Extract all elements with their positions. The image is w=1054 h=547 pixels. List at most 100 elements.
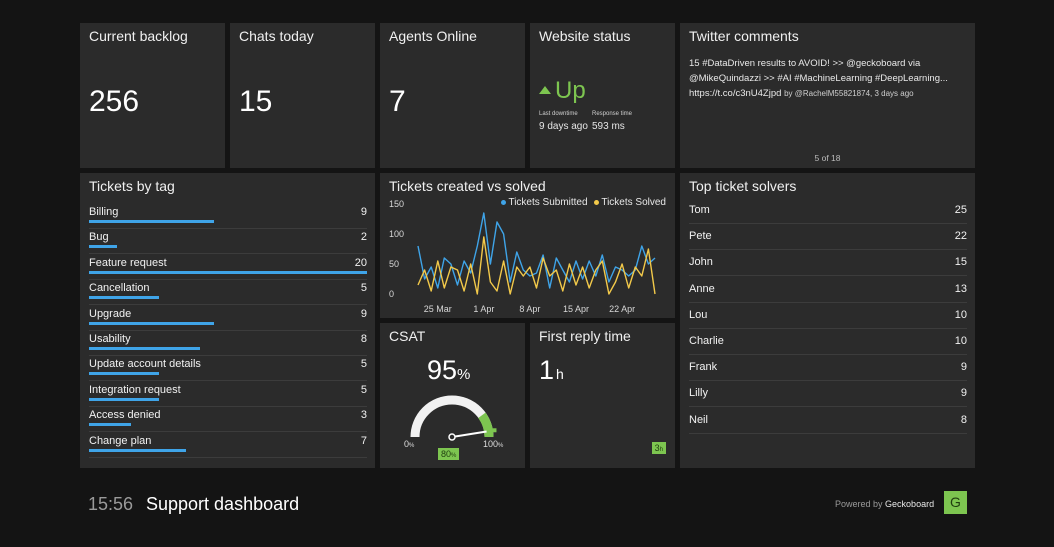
y-tick-label: 150 [389,199,404,209]
csat-widget: CSAT 95% 0% 100% 80% [380,323,525,468]
tag-count: 2 [360,231,367,244]
y-tick-label: 100 [389,229,404,239]
solver-count: 8 [960,413,967,426]
tag-row: Cancellation 5 [89,280,367,306]
legend-dot-submitted [501,199,507,205]
solver-name: Lilly [689,387,708,400]
tag-bar [89,321,215,325]
top-solvers-widget: Top ticket solvers Tom 25 Pete 22 John 15 Anne… [680,173,975,468]
tag-count: 5 [360,282,367,295]
target-badge: 80% [438,448,460,460]
gauge-min: 0 [404,439,410,449]
tag-row: Feature request 20 [89,255,367,280]
chart-title: Tickets created vs solved [389,178,546,194]
solver-name: Charlie [689,335,724,347]
widget-title: Chats today [239,28,314,44]
tag-label: Upgrade [89,307,132,320]
solver-count: 9 [960,387,967,400]
solver-count: 15 [954,256,967,269]
solver-row: Tom 25 [689,198,967,224]
y-tick-label: 50 [389,259,399,269]
solver-name: Frank [689,361,718,374]
solver-row: Neil 8 [689,408,967,434]
solver-count: 13 [954,282,967,295]
x-tick-label: 15 Apr [563,304,589,314]
csat-number: 95 [427,355,458,385]
solver-row: Lilly 9 [689,381,967,408]
series-line-submitted [417,212,656,289]
powered-brand: Geckoboard [885,499,935,509]
tag-bar [89,220,215,223]
geckoboard-logo[interactable]: G [944,491,967,514]
website-status-widget: Website status Up Last downtime Response… [530,23,675,168]
solver-count: 9 [960,361,967,374]
dashboard-title: Support dashboard [146,494,300,514]
gauge-max-unit: % [498,443,504,449]
tag-label: Update account details [89,358,201,371]
csat-unit: % [457,366,471,383]
solver-name: John [689,256,713,269]
chart-legend: Tickets Submitted Tickets Solved [501,197,666,208]
x-tick-label: 25 Mar [424,304,452,314]
tag-bar [89,423,131,427]
y-tick-label: 0 [389,289,394,299]
tag-count: 8 [360,333,367,345]
tag-bar [89,270,367,274]
csat-value: 95% [427,355,470,386]
status-indicator: Up [539,77,586,105]
solver-name: Anne [689,282,715,295]
tag-count: 20 [354,256,367,269]
tag-label: Feature request [89,256,167,269]
widget-title: Agents Online [389,28,477,44]
series-line-solved [417,236,656,295]
widget-title: Tickets by tag [89,178,175,194]
tag-row: Usability 8 [89,331,367,356]
tickets-by-tag-widget: Tickets by tag Billing 9 Bug 2 Feature reque… [80,173,375,468]
tag-row: Change plan 7 [89,433,367,458]
widget-title: Current backlog [89,28,188,44]
x-tick-label: 22 Apr [609,304,635,314]
widget-title: First reply time [539,328,631,344]
tag-count: 5 [360,358,367,371]
tag-label: Billing [89,206,119,218]
downtime-label: Last downtime [539,111,578,117]
arrow-up-icon [539,85,551,94]
legend-dot-solved [594,199,600,205]
tag-row: Bug 2 [89,229,367,255]
x-tick-label: 1 Apr [473,304,494,314]
tag-count: 3 [360,409,367,422]
gauge-marker [492,428,497,433]
widget-title: Website status [539,28,631,44]
x-tick-label: 8 Apr [519,304,540,314]
tag-count: 7 [360,434,367,447]
legend-submitted: Tickets Submitted [508,197,588,208]
tag-bar [89,245,117,249]
tag-bar [89,296,159,300]
tag-row: Billing 9 [89,204,367,229]
footer-clock: 15:56 [88,494,134,514]
gauge-max-label: 100% [483,439,503,449]
tag-label: Access denied [89,409,161,422]
solver-name: Pete [689,230,712,243]
line-chart: 0 50 100 150 25 Mar 1 Apr 8 Apr 15 Apr 22 Apr [389,199,656,314]
downtime-value: 9 days ago [539,121,588,132]
solver-count: 10 [954,308,967,321]
tag-bar [89,397,159,401]
solver-count: 25 [954,204,967,216]
solver-count: 22 [954,230,967,243]
gauge-target-zone [478,412,494,438]
tag-row: Upgrade 9 [89,306,367,331]
tag-row: Integration request 5 [89,382,367,407]
chats-value: 15 [239,85,273,118]
tweet-pager: 5 of 18 [814,153,841,163]
tag-label: Integration request [89,383,181,396]
agents-value: 7 [389,85,406,118]
solver-row: John 15 [689,250,967,277]
chats-today-widget: Chats today 15 [230,23,375,168]
response-label: Response time [592,111,633,117]
target-value: 80 [441,449,452,459]
solver-row: Anne 13 [689,277,967,303]
tag-label: Bug [89,231,109,244]
